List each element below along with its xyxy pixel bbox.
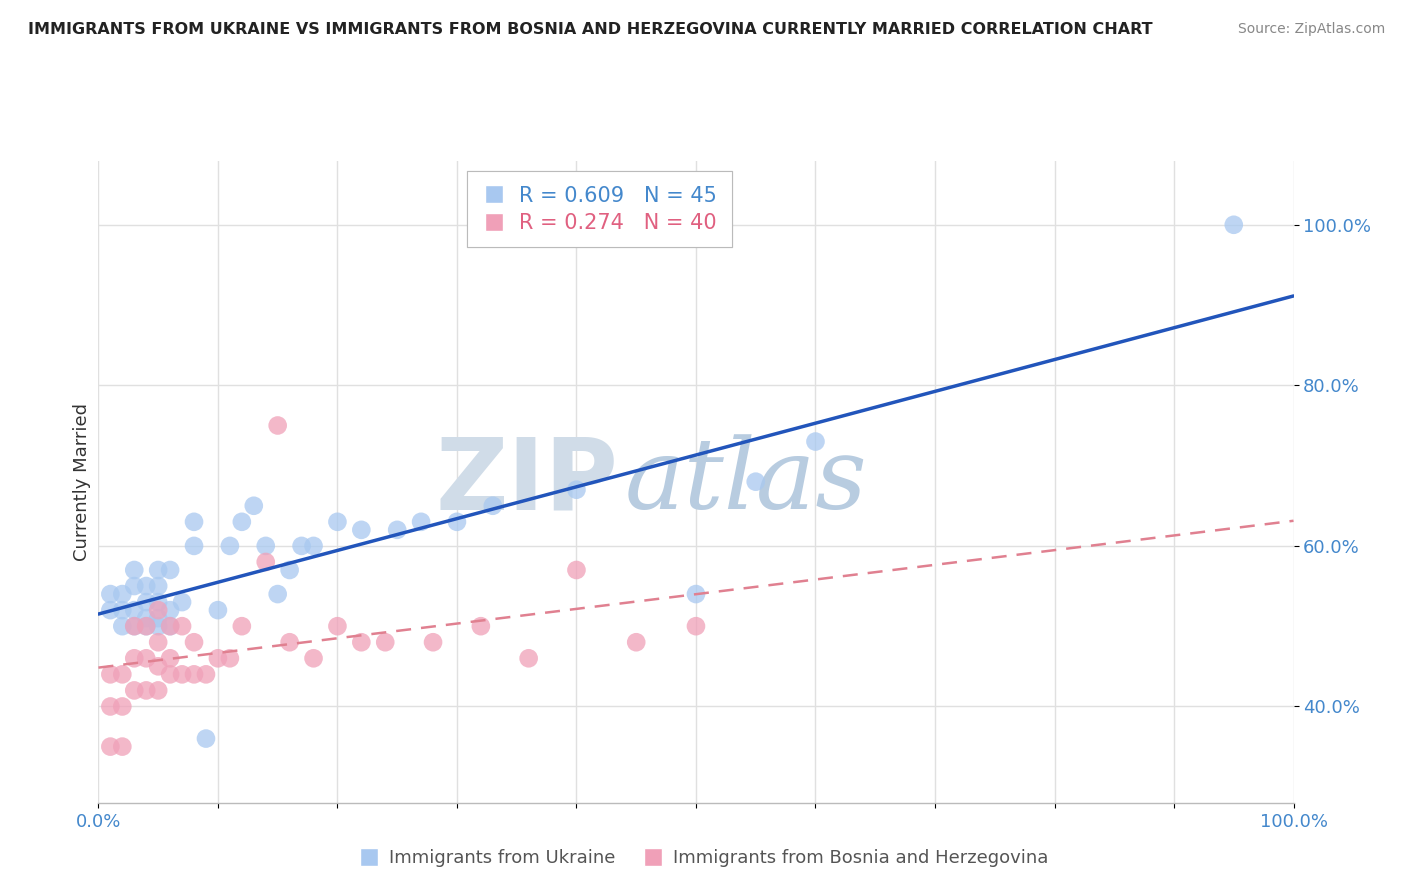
Point <box>481 499 505 513</box>
Point <box>111 667 134 681</box>
Text: atlas: atlas <box>624 434 868 529</box>
Y-axis label: Currently Married: Currently Married <box>73 402 91 561</box>
Point <box>159 651 181 665</box>
Point <box>159 667 181 681</box>
Point <box>1222 218 1246 232</box>
Point <box>148 603 170 617</box>
Point <box>183 635 205 649</box>
Point <box>243 499 266 513</box>
Point <box>302 651 325 665</box>
Legend: Immigrants from Ukraine, Immigrants from Bosnia and Herzegovina: Immigrants from Ukraine, Immigrants from… <box>350 842 1056 874</box>
Point <box>98 699 122 714</box>
Point <box>183 667 205 681</box>
Point <box>148 563 170 577</box>
Point <box>685 619 707 633</box>
Point <box>148 611 170 625</box>
Point <box>111 619 134 633</box>
Point <box>148 595 170 609</box>
Point <box>565 563 588 577</box>
Point <box>148 619 170 633</box>
Point <box>159 619 181 633</box>
Point <box>135 651 157 665</box>
Point <box>219 651 242 665</box>
Point <box>135 595 157 609</box>
Point <box>302 539 325 553</box>
Point <box>124 619 146 633</box>
Point <box>374 635 396 649</box>
Point <box>194 731 217 746</box>
Point <box>267 418 290 433</box>
Point <box>194 667 217 681</box>
Point <box>470 619 492 633</box>
Point <box>159 603 181 617</box>
Point <box>124 619 146 633</box>
Point <box>124 603 146 617</box>
Point <box>124 651 146 665</box>
Point <box>135 611 157 625</box>
Text: Source: ZipAtlas.com: Source: ZipAtlas.com <box>1237 22 1385 37</box>
Point <box>183 515 205 529</box>
Point <box>111 739 134 754</box>
Point <box>254 539 277 553</box>
Text: IMMIGRANTS FROM UKRAINE VS IMMIGRANTS FROM BOSNIA AND HERZEGOVINA CURRENTLY MARR: IMMIGRANTS FROM UKRAINE VS IMMIGRANTS FR… <box>28 22 1153 37</box>
Point <box>183 539 205 553</box>
Point <box>111 587 134 601</box>
Point <box>278 635 301 649</box>
Point <box>446 515 468 529</box>
Point <box>290 539 312 553</box>
Point <box>565 483 588 497</box>
Point <box>135 579 157 593</box>
Point <box>207 603 229 617</box>
Point <box>685 587 707 601</box>
Point <box>98 587 122 601</box>
Point <box>517 651 540 665</box>
Text: ZIP: ZIP <box>436 434 619 530</box>
Point <box>98 667 122 681</box>
Point <box>135 619 157 633</box>
Point <box>411 515 433 529</box>
Point <box>159 619 181 633</box>
Point <box>98 739 122 754</box>
Point <box>624 635 647 649</box>
Point <box>98 603 122 617</box>
Point <box>124 683 146 698</box>
Point <box>111 603 134 617</box>
Point <box>219 539 242 553</box>
Point <box>422 635 444 649</box>
Point <box>172 667 194 681</box>
Point <box>148 659 170 673</box>
Point <box>111 699 134 714</box>
Point <box>172 595 194 609</box>
Point <box>804 434 827 449</box>
Point <box>745 475 768 489</box>
Point <box>267 587 290 601</box>
Point <box>207 651 229 665</box>
Point <box>124 579 146 593</box>
Point <box>350 635 373 649</box>
Point <box>385 523 409 537</box>
Point <box>148 579 170 593</box>
Point <box>350 523 373 537</box>
Point <box>231 515 253 529</box>
Point <box>148 635 170 649</box>
Point <box>124 563 146 577</box>
Point <box>231 619 253 633</box>
Point <box>278 563 301 577</box>
Point <box>254 555 277 569</box>
Point <box>326 619 349 633</box>
Point <box>159 563 181 577</box>
Legend: R = 0.609   N = 45, R = 0.274   N = 40: R = 0.609 N = 45, R = 0.274 N = 40 <box>467 171 733 247</box>
Point <box>172 619 194 633</box>
Point <box>326 515 349 529</box>
Point <box>148 683 170 698</box>
Point <box>135 683 157 698</box>
Point <box>135 619 157 633</box>
